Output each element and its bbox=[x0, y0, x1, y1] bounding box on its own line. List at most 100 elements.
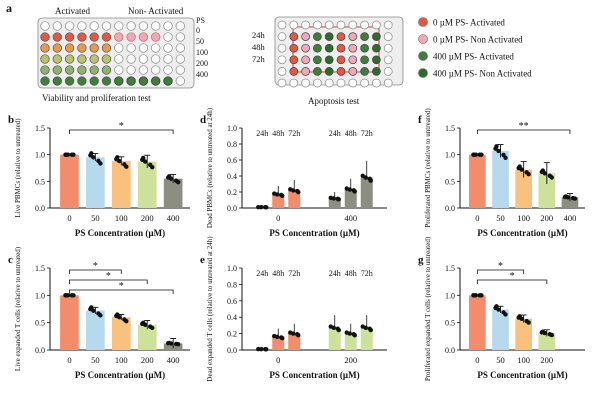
bar bbox=[344, 333, 357, 350]
data-point bbox=[352, 333, 357, 338]
plate-well bbox=[77, 76, 87, 86]
plate-well bbox=[77, 43, 87, 53]
y-tick-label: 1.5 bbox=[445, 264, 455, 273]
x-axis-label: PS Concentration (µM) bbox=[269, 370, 359, 380]
plate2-well bbox=[348, 55, 358, 65]
plate2-well bbox=[277, 20, 287, 30]
plate2-well bbox=[289, 32, 299, 41]
data-point bbox=[331, 325, 336, 331]
x-axis-label: PS Concentration (µM) bbox=[477, 228, 567, 238]
bar bbox=[515, 169, 532, 208]
panel-a-legend: 0 µM PS- Activated 0 µM PS- Non Activated… bbox=[418, 17, 532, 79]
y-tick-label: 0.5 bbox=[445, 177, 455, 186]
plate-well bbox=[114, 32, 124, 42]
legend-entry: 400 µM PS- Activated bbox=[433, 52, 514, 62]
y-tick-label: 1.0 bbox=[445, 291, 455, 300]
y-tick-label: 0.6 bbox=[227, 156, 237, 165]
plate2-well bbox=[277, 78, 287, 88]
x-axis-label: PS Concentration (µM) bbox=[269, 228, 359, 238]
significance-bracket bbox=[69, 279, 148, 284]
data-point bbox=[71, 152, 76, 157]
data-point bbox=[259, 346, 264, 352]
chart-c: c Live expanded T cells (relative to untr… bbox=[8, 246, 190, 380]
legend-entry: 0 µM PS- Activated bbox=[433, 18, 505, 28]
y-tick-label: 0.5 bbox=[35, 319, 45, 328]
plate-well bbox=[138, 21, 149, 31]
data-point bbox=[296, 333, 301, 338]
y-tick-label: 0.4 bbox=[227, 172, 237, 181]
bar bbox=[60, 154, 79, 208]
panel-label: f bbox=[418, 114, 422, 126]
plate-well bbox=[151, 65, 161, 75]
time-label: 48h bbox=[272, 269, 284, 278]
data-point bbox=[540, 329, 546, 334]
plate2-well bbox=[383, 43, 393, 53]
data-point bbox=[331, 196, 336, 201]
y-tick-label: 0.8 bbox=[227, 140, 237, 149]
plate-well bbox=[126, 43, 136, 53]
panel-label: e bbox=[200, 254, 205, 266]
data-point bbox=[115, 312, 120, 317]
plate2-well bbox=[301, 32, 310, 41]
data-point bbox=[124, 164, 129, 169]
plate2-well bbox=[348, 43, 358, 53]
plate2-well bbox=[277, 67, 287, 76]
plate-well bbox=[89, 65, 99, 75]
plate2-time-labels: 24h 48h 72h bbox=[252, 30, 266, 64]
plate1-caption: Viability and proliferation test bbox=[42, 93, 151, 103]
bar bbox=[492, 309, 509, 350]
legend-swatch bbox=[418, 51, 428, 61]
plate-well bbox=[40, 21, 50, 31]
plate2-well bbox=[383, 78, 393, 88]
panel-a-label: a bbox=[6, 1, 12, 15]
plate-well bbox=[175, 54, 185, 64]
x-tick-label: 200 bbox=[344, 355, 357, 365]
plate-well bbox=[163, 76, 173, 86]
plate2-well bbox=[301, 67, 310, 76]
plate-well bbox=[64, 65, 75, 75]
significance-bracket bbox=[69, 129, 174, 134]
plate-row-label: 100 bbox=[196, 48, 208, 57]
y-tick-label: 0.4 bbox=[227, 313, 237, 322]
significance-bracket bbox=[69, 289, 174, 294]
plate-wells bbox=[40, 21, 185, 86]
data-point bbox=[124, 318, 129, 324]
x-tick-label: 100 bbox=[115, 213, 128, 223]
plate-well bbox=[40, 32, 50, 42]
significance-bracket bbox=[476, 129, 571, 134]
bar bbox=[328, 327, 341, 350]
plate-well bbox=[64, 54, 75, 64]
plate-well bbox=[151, 54, 161, 64]
data-point bbox=[280, 335, 285, 341]
plate-well bbox=[151, 43, 161, 53]
plate2-well bbox=[348, 32, 358, 41]
plate2-well bbox=[383, 32, 393, 41]
plate-well bbox=[163, 54, 173, 64]
bar bbox=[360, 327, 373, 350]
plate-well bbox=[40, 76, 50, 86]
plate2-well bbox=[336, 55, 346, 65]
plate-well bbox=[126, 32, 136, 42]
plate-well bbox=[52, 32, 62, 42]
x-tick-label: 50 bbox=[496, 355, 505, 365]
y-tick-label: 0.8 bbox=[227, 280, 237, 289]
plate-well bbox=[151, 32, 161, 42]
y-tick-label: 0.0 bbox=[35, 204, 45, 213]
plate2-well bbox=[301, 20, 310, 30]
plate-well bbox=[175, 43, 185, 53]
plate2-well bbox=[301, 43, 310, 53]
plate-well bbox=[114, 21, 124, 31]
data-point bbox=[89, 305, 94, 310]
data-point bbox=[264, 205, 269, 210]
x-tick-label: 50 bbox=[91, 355, 100, 365]
plate2-well bbox=[313, 43, 322, 53]
plate-well bbox=[175, 21, 185, 31]
data-point bbox=[363, 175, 368, 180]
data-point bbox=[549, 332, 555, 338]
significance-marker: * bbox=[93, 261, 98, 272]
plate2-well bbox=[336, 43, 346, 53]
data-point bbox=[496, 307, 501, 312]
plate2-well bbox=[383, 55, 393, 65]
significance-marker: * bbox=[510, 271, 515, 282]
bar bbox=[538, 333, 556, 350]
